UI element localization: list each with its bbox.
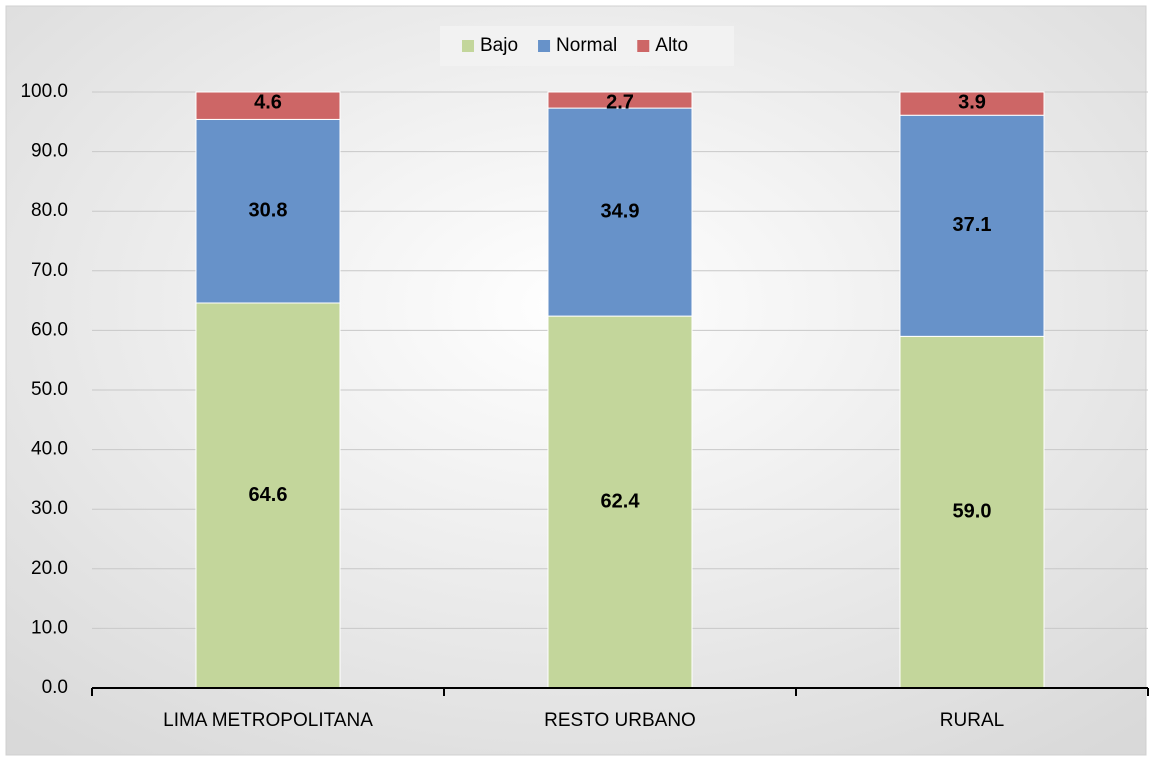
bar-segment xyxy=(899,114,1045,337)
bar-segment xyxy=(195,91,341,120)
y-tick-label: 70.0 xyxy=(31,260,68,281)
data-label: 4.6 xyxy=(254,91,282,113)
y-tick-label: 100.0 xyxy=(20,81,68,102)
data-label: 62.4 xyxy=(601,490,641,512)
y-tick-label: 50.0 xyxy=(31,379,68,400)
bar-segment xyxy=(899,335,1045,689)
legend-box xyxy=(440,26,734,66)
y-tick-label: 40.0 xyxy=(31,439,68,460)
legend-label: Bajo xyxy=(480,35,518,56)
data-label: 64.6 xyxy=(249,484,288,506)
data-label: 37.1 xyxy=(953,214,992,236)
y-tick-label: 60.0 xyxy=(31,319,68,340)
data-label: 59.0 xyxy=(953,500,992,522)
bar-segment xyxy=(547,107,693,317)
x-tick-label: LIMA METROPOLITANA xyxy=(163,710,373,731)
legend-label: Normal xyxy=(556,35,617,56)
y-tick-label: 10.0 xyxy=(31,617,68,638)
legend-swatch xyxy=(538,40,551,52)
x-tick-label: RESTO URBANO xyxy=(544,710,696,731)
data-label: 34.9 xyxy=(601,200,640,222)
y-tick-label: 0.0 xyxy=(42,677,68,698)
legend-label: Alto xyxy=(655,35,688,56)
y-tick-label: 30.0 xyxy=(31,498,68,519)
x-tick-label: RURAL xyxy=(940,710,1004,731)
legend-swatch xyxy=(637,40,650,52)
data-label: 2.7 xyxy=(606,91,634,113)
y-tick-label: 20.0 xyxy=(31,558,68,579)
y-tick-label: 80.0 xyxy=(31,200,68,221)
bar-segment xyxy=(899,91,1045,116)
legend-swatch xyxy=(462,40,474,52)
bar-segment xyxy=(547,315,693,689)
y-tick-label: 90.0 xyxy=(31,141,68,162)
data-label: 30.8 xyxy=(249,199,288,221)
bar-segment xyxy=(195,118,341,304)
bar-segment xyxy=(195,302,341,689)
data-label: 3.9 xyxy=(958,91,986,113)
bar-segment xyxy=(547,91,693,109)
